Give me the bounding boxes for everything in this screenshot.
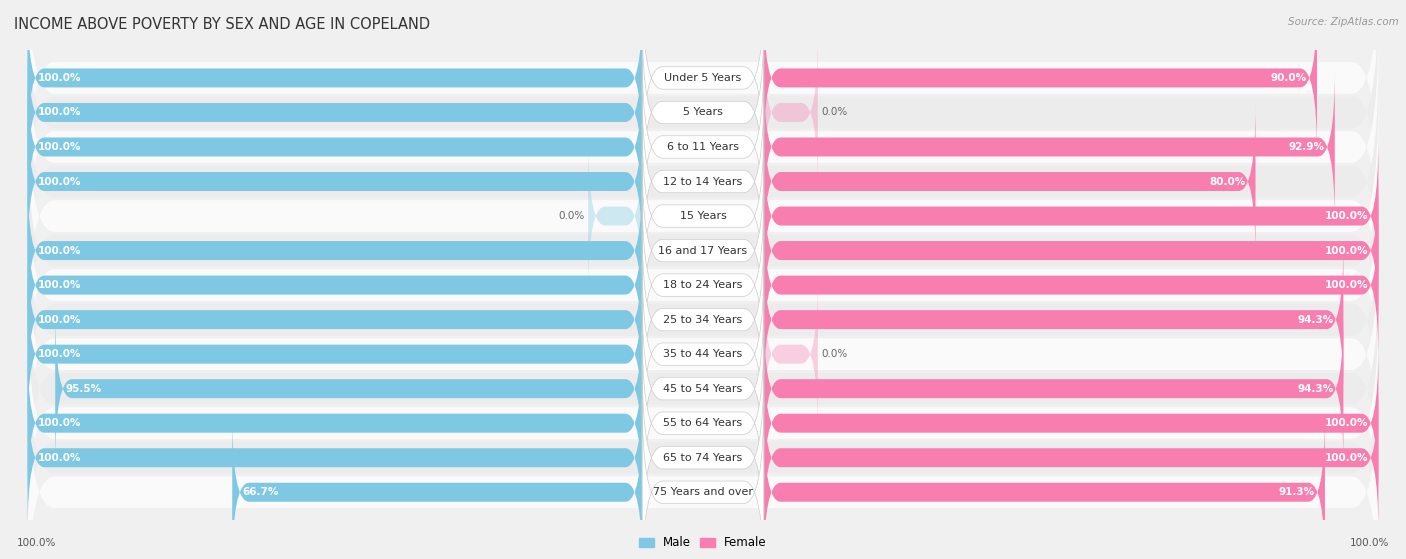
- FancyBboxPatch shape: [28, 174, 643, 328]
- FancyBboxPatch shape: [643, 124, 763, 309]
- FancyBboxPatch shape: [28, 370, 1378, 559]
- FancyBboxPatch shape: [763, 415, 1324, 559]
- FancyBboxPatch shape: [28, 267, 1378, 511]
- FancyBboxPatch shape: [28, 0, 1378, 235]
- Text: 0.0%: 0.0%: [821, 349, 848, 359]
- FancyBboxPatch shape: [643, 366, 763, 550]
- FancyBboxPatch shape: [643, 193, 763, 377]
- FancyBboxPatch shape: [28, 163, 1378, 408]
- FancyBboxPatch shape: [588, 139, 643, 293]
- Text: 45 to 54 Years: 45 to 54 Years: [664, 383, 742, 394]
- Legend: Male, Female: Male, Female: [634, 532, 772, 554]
- FancyBboxPatch shape: [28, 277, 643, 431]
- Text: 100.0%: 100.0%: [1350, 538, 1389, 548]
- Text: 95.5%: 95.5%: [65, 383, 101, 394]
- FancyBboxPatch shape: [28, 94, 1378, 338]
- Text: 100.0%: 100.0%: [38, 107, 82, 117]
- FancyBboxPatch shape: [28, 381, 643, 534]
- FancyBboxPatch shape: [28, 129, 1378, 373]
- Text: 100.0%: 100.0%: [38, 177, 82, 187]
- Text: 16 and 17 Years: 16 and 17 Years: [658, 245, 748, 255]
- Text: 100.0%: 100.0%: [1324, 418, 1368, 428]
- FancyBboxPatch shape: [643, 228, 763, 412]
- FancyBboxPatch shape: [763, 36, 818, 190]
- Text: 25 to 34 Years: 25 to 34 Years: [664, 315, 742, 325]
- FancyBboxPatch shape: [28, 335, 1378, 559]
- Text: 65 to 74 Years: 65 to 74 Years: [664, 453, 742, 463]
- FancyBboxPatch shape: [643, 262, 763, 447]
- Text: 100.0%: 100.0%: [38, 142, 82, 152]
- FancyBboxPatch shape: [643, 20, 763, 205]
- FancyBboxPatch shape: [28, 0, 1378, 200]
- FancyBboxPatch shape: [28, 347, 643, 500]
- FancyBboxPatch shape: [28, 1, 643, 155]
- Text: 75 Years and over: 75 Years and over: [652, 487, 754, 498]
- Text: 80.0%: 80.0%: [1209, 177, 1246, 187]
- Text: 66.7%: 66.7%: [242, 487, 278, 498]
- Text: 18 to 24 Years: 18 to 24 Years: [664, 280, 742, 290]
- FancyBboxPatch shape: [28, 197, 1378, 442]
- FancyBboxPatch shape: [763, 1, 1317, 155]
- Text: INCOME ABOVE POVERTY BY SEX AND AGE IN COPELAND: INCOME ABOVE POVERTY BY SEX AND AGE IN C…: [14, 17, 430, 32]
- Text: 55 to 64 Years: 55 to 64 Years: [664, 418, 742, 428]
- FancyBboxPatch shape: [763, 277, 818, 431]
- FancyBboxPatch shape: [28, 70, 643, 224]
- FancyBboxPatch shape: [763, 243, 1343, 396]
- Text: 100.0%: 100.0%: [17, 538, 56, 548]
- Text: 6 to 11 Years: 6 to 11 Years: [666, 142, 740, 152]
- FancyBboxPatch shape: [28, 209, 643, 362]
- Text: 94.3%: 94.3%: [1296, 315, 1333, 325]
- Text: 100.0%: 100.0%: [1324, 280, 1368, 290]
- FancyBboxPatch shape: [643, 331, 763, 515]
- FancyBboxPatch shape: [643, 400, 763, 559]
- Text: Under 5 Years: Under 5 Years: [665, 73, 741, 83]
- FancyBboxPatch shape: [643, 296, 763, 481]
- Text: 100.0%: 100.0%: [38, 349, 82, 359]
- Text: 15 Years: 15 Years: [679, 211, 727, 221]
- Text: 100.0%: 100.0%: [38, 280, 82, 290]
- FancyBboxPatch shape: [643, 89, 763, 274]
- FancyBboxPatch shape: [643, 0, 763, 170]
- FancyBboxPatch shape: [643, 55, 763, 239]
- FancyBboxPatch shape: [763, 347, 1378, 500]
- Text: 35 to 44 Years: 35 to 44 Years: [664, 349, 742, 359]
- FancyBboxPatch shape: [28, 36, 643, 190]
- FancyBboxPatch shape: [28, 105, 643, 258]
- FancyBboxPatch shape: [763, 381, 1378, 534]
- FancyBboxPatch shape: [55, 312, 643, 466]
- Text: 100.0%: 100.0%: [38, 418, 82, 428]
- FancyBboxPatch shape: [28, 25, 1378, 269]
- FancyBboxPatch shape: [763, 105, 1256, 258]
- FancyBboxPatch shape: [763, 70, 1334, 224]
- Text: 100.0%: 100.0%: [38, 245, 82, 255]
- Text: 90.0%: 90.0%: [1271, 73, 1306, 83]
- FancyBboxPatch shape: [28, 243, 643, 396]
- FancyBboxPatch shape: [763, 312, 1343, 466]
- Text: 100.0%: 100.0%: [38, 453, 82, 463]
- FancyBboxPatch shape: [643, 158, 763, 343]
- FancyBboxPatch shape: [28, 301, 1378, 546]
- Text: 5 Years: 5 Years: [683, 107, 723, 117]
- FancyBboxPatch shape: [28, 59, 1378, 304]
- Text: 91.3%: 91.3%: [1278, 487, 1315, 498]
- Text: 100.0%: 100.0%: [1324, 245, 1368, 255]
- FancyBboxPatch shape: [763, 209, 1378, 362]
- FancyBboxPatch shape: [763, 139, 1378, 293]
- Text: 94.3%: 94.3%: [1296, 383, 1333, 394]
- Text: 100.0%: 100.0%: [1324, 211, 1368, 221]
- Text: 0.0%: 0.0%: [821, 107, 848, 117]
- Text: 92.9%: 92.9%: [1289, 142, 1324, 152]
- Text: 12 to 14 Years: 12 to 14 Years: [664, 177, 742, 187]
- FancyBboxPatch shape: [232, 415, 643, 559]
- FancyBboxPatch shape: [28, 232, 1378, 476]
- Text: 100.0%: 100.0%: [38, 73, 82, 83]
- Text: 0.0%: 0.0%: [558, 211, 585, 221]
- Text: 100.0%: 100.0%: [1324, 453, 1368, 463]
- Text: 100.0%: 100.0%: [38, 315, 82, 325]
- FancyBboxPatch shape: [763, 174, 1378, 328]
- Text: Source: ZipAtlas.com: Source: ZipAtlas.com: [1288, 17, 1399, 27]
